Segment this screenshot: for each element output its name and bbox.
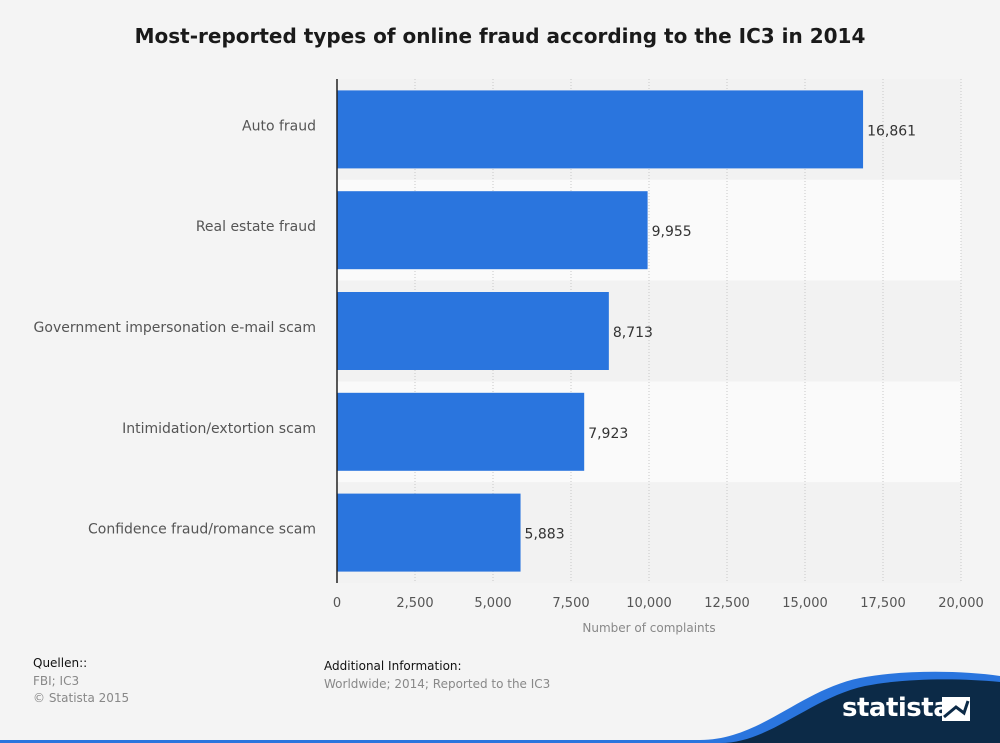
- category-label: Intimidation/extortion scam: [122, 421, 316, 437]
- x-tick-label: 7,500: [552, 596, 589, 611]
- x-tick-label: 0: [333, 596, 341, 611]
- bar: [337, 392, 585, 471]
- category-label: Real estate fraud: [196, 219, 316, 235]
- copyright-text: © Statista 2015: [33, 691, 130, 705]
- bar: [337, 191, 648, 270]
- x-tick-label: 15,000: [782, 596, 828, 611]
- bar-chart: 16,861 9,955 8,713 7,923 5,883 Auto fraud Rea…: [34, 79, 984, 635]
- bar: [337, 493, 521, 572]
- category-label: Government impersonation e-mail scam: [34, 320, 316, 336]
- category-label: Confidence fraud/romance scam: [88, 522, 316, 538]
- x-tick-label: 5,000: [474, 596, 511, 611]
- bar: [337, 90, 864, 169]
- data-label: 8,713: [613, 325, 653, 341]
- data-label: 9,955: [652, 224, 692, 240]
- additional-info-label: Additional Information:: [324, 659, 462, 673]
- chart-title: Most-reported types of online fraud acco…: [134, 24, 866, 48]
- brand-banner: [0, 671, 1000, 743]
- category-label: Auto fraud: [242, 118, 316, 134]
- x-axis-label: Number of complaints: [582, 621, 715, 635]
- x-tick-label: 17,500: [860, 596, 906, 611]
- x-tick-label: 10,000: [626, 596, 672, 611]
- x-tick-label: 20,000: [938, 596, 984, 611]
- x-tick-label: 2,500: [396, 596, 433, 611]
- data-label: 16,861: [867, 123, 916, 139]
- sources-block: Quellen:: FBI; IC3 © Statista 2015: [33, 656, 129, 707]
- data-label: 7,923: [588, 426, 628, 442]
- additional-info-text: Worldwide; 2014; Reported to the IC3: [324, 677, 551, 691]
- statista-logo-text: statista: [842, 693, 951, 723]
- data-label: 5,883: [525, 527, 565, 543]
- additional-info-block: Additional Information: Worldwide; 2014;…: [324, 659, 550, 691]
- statista-logo-icon: [942, 697, 970, 721]
- sources-text: FBI; IC3: [33, 674, 80, 688]
- sources-label: Quellen::: [33, 656, 88, 670]
- x-tick-label: 12,500: [704, 596, 750, 611]
- bar: [337, 292, 609, 370]
